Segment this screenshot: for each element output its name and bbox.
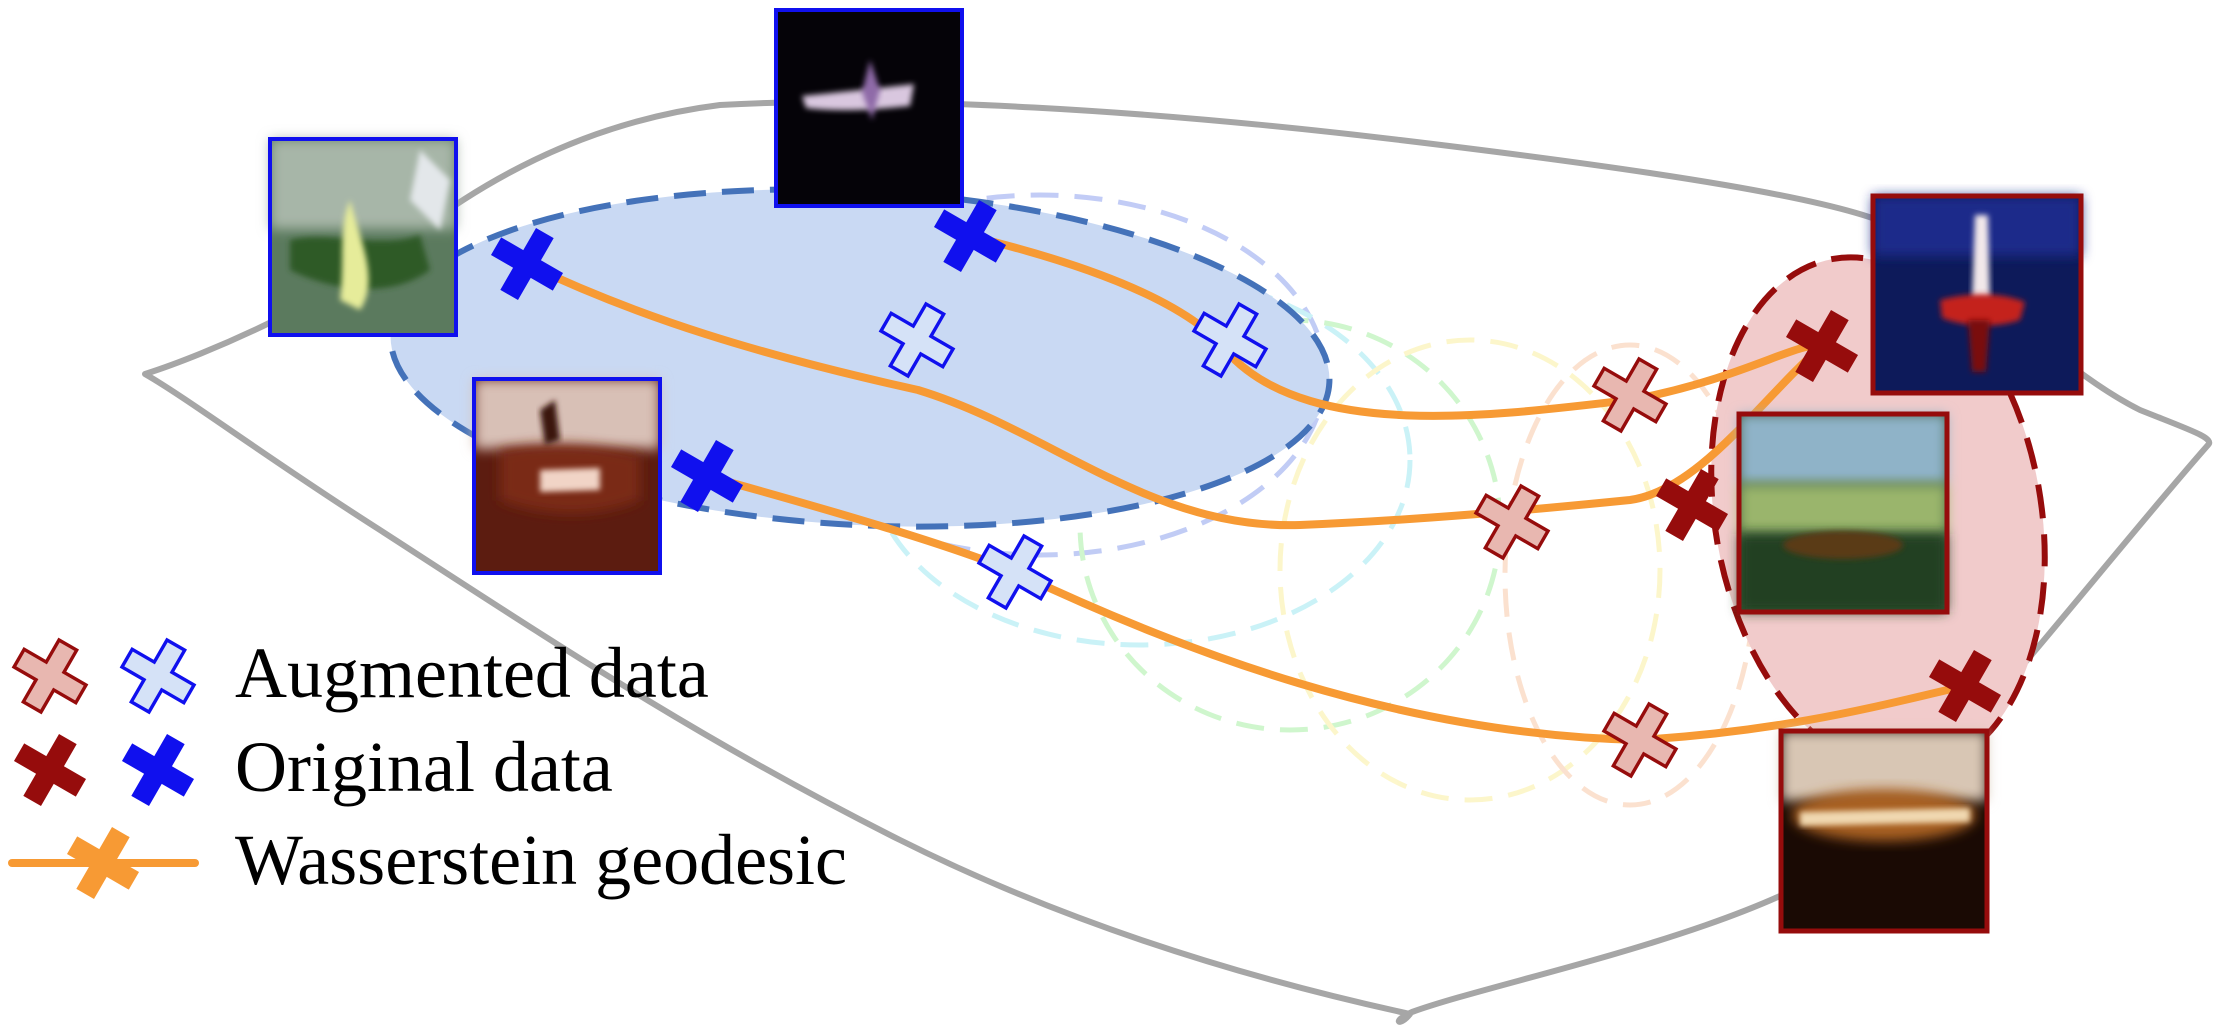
cifar-image-airplane-night (774, 8, 964, 208)
geodesic-path-2 (966, 232, 1826, 420)
legend-geodesic-label: Wasserstein geodesic (235, 820, 847, 900)
cross-solid-icon (109, 721, 207, 819)
cross-outline-icon (964, 521, 1066, 623)
cross-outline-icon (0, 625, 101, 727)
cifar-image-red-airplane (1870, 193, 2084, 396)
manifold-outline (142, 98, 2213, 1025)
legend: Augmented data Original data Wasserstein… (0, 625, 847, 912)
cifar-image-brown-blurred (1778, 728, 1990, 934)
intermediate-ellipse-yellow (1277, 337, 1663, 803)
legend-original-label: Original data (235, 727, 613, 807)
cifar-image-brown-airplane (472, 377, 662, 575)
cross-solid-icon (1, 721, 99, 819)
cifar-image-green-blurred (1736, 411, 1950, 615)
legend-augmented-label: Augmented data (235, 633, 709, 713)
cross-outline-icon (1461, 471, 1563, 573)
cross-outline-icon (107, 625, 209, 727)
cifar-image-green-airplane (268, 137, 458, 337)
geodesic-path-3 (703, 472, 1969, 745)
